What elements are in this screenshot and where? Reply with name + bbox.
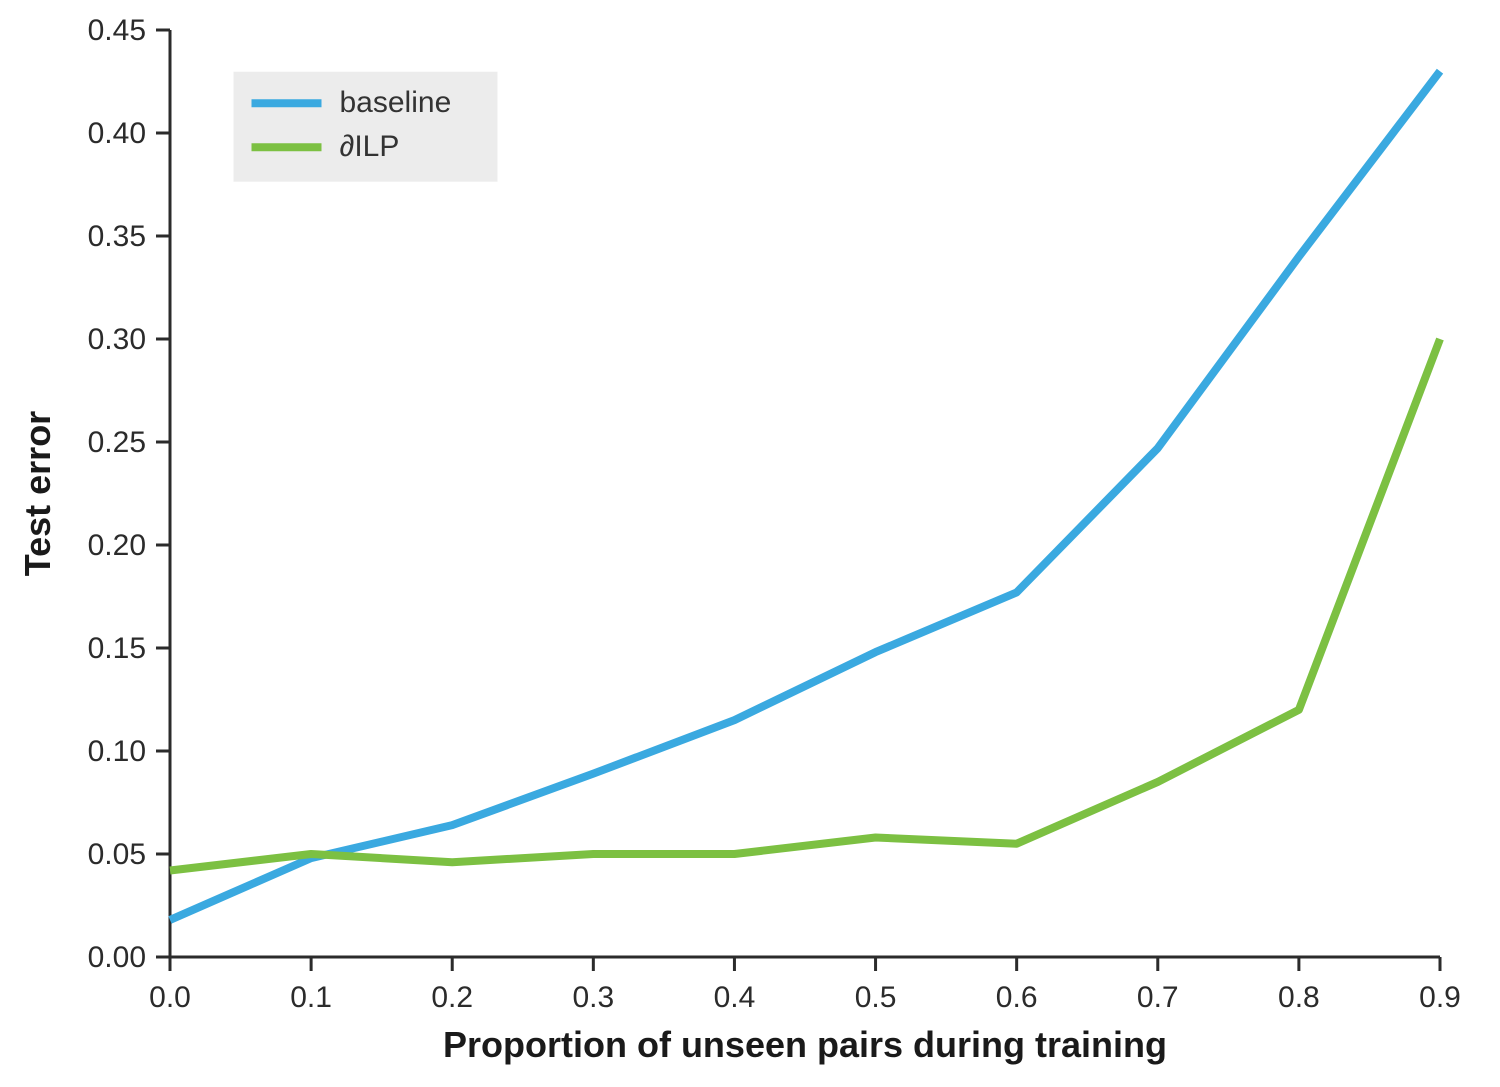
y-tick-label: 0.40 xyxy=(88,117,146,150)
x-tick-label: 0.3 xyxy=(572,981,614,1014)
line-chart: 0.0 0.1 0.2 0.3 0.4 0.5 0.6 0.7 0.8 0.9 0.00 0.05 0.… xyxy=(0,0,1500,1087)
y-tick-label: 0.05 xyxy=(88,838,146,871)
y-tick-label: 0.20 xyxy=(88,529,146,562)
y-tick-label: 0.30 xyxy=(88,323,146,356)
y-tick-label: 0.25 xyxy=(88,426,146,459)
x-tick-label: 0.4 xyxy=(714,981,756,1014)
x-tick-label: 0.1 xyxy=(290,981,332,1014)
y-tick-label: 0.35 xyxy=(88,220,146,253)
legend-label: baseline xyxy=(340,86,452,119)
y-tick-label: 0.45 xyxy=(88,14,146,47)
x-tick-label: 0.2 xyxy=(431,981,473,1014)
chart-container: 0.0 0.1 0.2 0.3 0.4 0.5 0.6 0.7 0.8 0.9 0.00 0.05 0.… xyxy=(0,0,1500,1087)
y-axis-label: Test error xyxy=(17,411,58,576)
chart-background xyxy=(0,0,1500,1087)
y-tick-label: 0.10 xyxy=(88,735,146,768)
x-tick-label: 0.7 xyxy=(1137,981,1179,1014)
legend-label: ∂ILP xyxy=(340,130,400,163)
x-tick-label: 0.6 xyxy=(996,981,1038,1014)
x-tick-label: 0.5 xyxy=(855,981,897,1014)
x-tick-label: 0.9 xyxy=(1419,981,1461,1014)
y-tick-label: 0.15 xyxy=(88,632,146,665)
x-axis-label: Proportion of unseen pairs during traini… xyxy=(443,1024,1167,1065)
x-tick-label: 0.8 xyxy=(1278,981,1320,1014)
x-tick-label: 0.0 xyxy=(149,981,191,1014)
y-tick-label: 0.00 xyxy=(88,941,146,974)
